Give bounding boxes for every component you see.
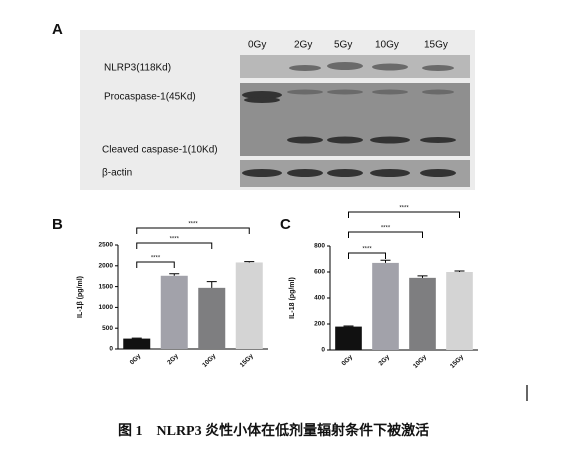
y-tick-label: 0 — [109, 346, 113, 353]
error-bar — [169, 273, 180, 276]
y-tick-label: 1500 — [99, 283, 114, 290]
lane-label: 2Gy — [294, 40, 312, 51]
y-tick-label: 1000 — [99, 304, 114, 311]
lane-label: 0Gy — [248, 40, 266, 51]
band-label: Procaspase-1(45Kd) — [104, 92, 196, 103]
significance-bracket — [348, 252, 386, 259]
faint-bands — [287, 62, 454, 95]
significance-bracket — [136, 227, 250, 234]
y-tick-label: 400 — [314, 295, 325, 302]
x-tick-label: 10Gy — [412, 353, 428, 369]
error-bar — [417, 275, 428, 278]
y-tick-label: 2500 — [99, 242, 114, 249]
bar — [409, 277, 436, 350]
panel-label: C — [280, 216, 291, 233]
bar — [160, 275, 188, 349]
bar — [235, 262, 263, 349]
significance-label: **** — [362, 247, 372, 253]
x-tick-label: 10Gy — [201, 352, 217, 368]
y-tick-label: 800 — [314, 243, 325, 250]
panel-label: A — [52, 21, 63, 38]
significance-bracket — [136, 261, 175, 268]
error-bar — [454, 270, 465, 272]
x-tick-label: 0Gy — [340, 353, 354, 367]
bar — [335, 326, 362, 350]
x-tick-label: 0Gy — [129, 352, 143, 366]
x-tick-label: 15Gy — [239, 352, 255, 368]
band-label: NLRP3(118Kd) — [104, 63, 171, 74]
x-tick-label: 2Gy — [377, 353, 391, 367]
significance-label: **** — [151, 256, 161, 262]
band-label: β-actin — [102, 168, 132, 179]
y-tick-label: 600 — [314, 269, 325, 276]
significance-label: **** — [399, 206, 409, 212]
error-bar — [206, 281, 217, 288]
caption: 图 1 NLRP3 炎性小体在低剂量辐射条件下被激活 — [118, 422, 429, 439]
lane-label: 15Gy — [424, 40, 448, 51]
panel-label: B — [52, 216, 63, 233]
significance-bracket — [348, 231, 423, 238]
lane-label: 5Gy — [334, 40, 352, 51]
error-bar — [380, 259, 391, 263]
significance-label: **** — [381, 226, 391, 232]
bar — [446, 272, 473, 350]
y-axis-label: IL-1β (pg/ml) — [77, 276, 84, 318]
y-tick-label: 200 — [314, 321, 325, 328]
bar — [198, 287, 226, 349]
lane-label: 10Gy — [375, 40, 399, 51]
y-axis-label: IL-18 (pg/ml) — [289, 277, 296, 319]
error-bar — [244, 261, 255, 263]
x-tick-label: 2Gy — [166, 352, 180, 366]
significance-label: **** — [188, 222, 198, 228]
x-tick-label: 15Gy — [449, 353, 465, 369]
bands — [242, 91, 456, 177]
bar — [372, 262, 399, 350]
significance-bracket — [348, 211, 460, 218]
error-bar — [343, 325, 354, 327]
band-label: Cleaved caspase-1(10Kd) — [102, 145, 218, 156]
bar — [123, 338, 151, 349]
y-tick-label: 0 — [321, 347, 325, 354]
significance-label: **** — [170, 237, 180, 243]
y-tick-label: 2000 — [99, 263, 114, 270]
significance-bracket — [136, 242, 213, 249]
y-tick-label: 500 — [102, 325, 113, 332]
